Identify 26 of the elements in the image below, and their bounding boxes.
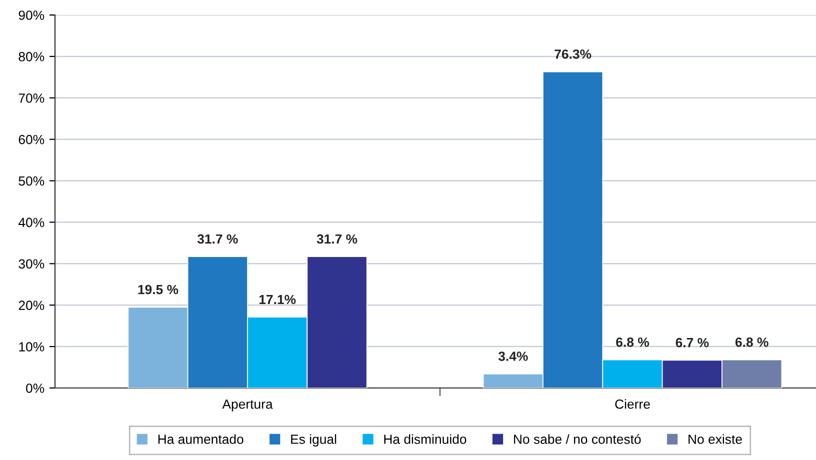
y-tick-label: 20% (18, 300, 44, 310)
x-tick-label: Cierre (615, 399, 650, 409)
data-label: 19.5 % (138, 284, 178, 294)
y-tick-label: 30% (18, 259, 44, 269)
y-tick-label: 40% (18, 218, 44, 228)
y-tick-label: 60% (18, 134, 44, 144)
data-label: 76.3% (554, 49, 592, 59)
data-label: 3.4% (498, 352, 528, 361)
data-label: 31.7 % (316, 234, 358, 244)
y-tick-label: 0% (26, 384, 44, 393)
data-label: 6.8 % (735, 338, 768, 347)
y-tick-label: 70% (18, 93, 44, 103)
y-tick-label: 50% (18, 176, 44, 186)
data-label: 6.8 % (616, 338, 650, 347)
legend-label: Es igual (291, 434, 336, 447)
x-tick-label: Apertura (222, 400, 273, 412)
data-label: 31.7 % (197, 234, 238, 244)
legend-label: Ha disminuido (384, 434, 466, 444)
legend-label: Ha aumentado (158, 434, 244, 444)
y-tick-label: 80% (18, 52, 44, 62)
legend-label: No sabe / no contestó (514, 434, 641, 444)
legend-label: No existe (688, 434, 742, 444)
y-tick-label: 90% (18, 10, 44, 20)
data-label: 6.7 % (676, 338, 709, 348)
data-label: 17.1% (259, 294, 296, 304)
y-tick-label: 10% (19, 342, 44, 352)
